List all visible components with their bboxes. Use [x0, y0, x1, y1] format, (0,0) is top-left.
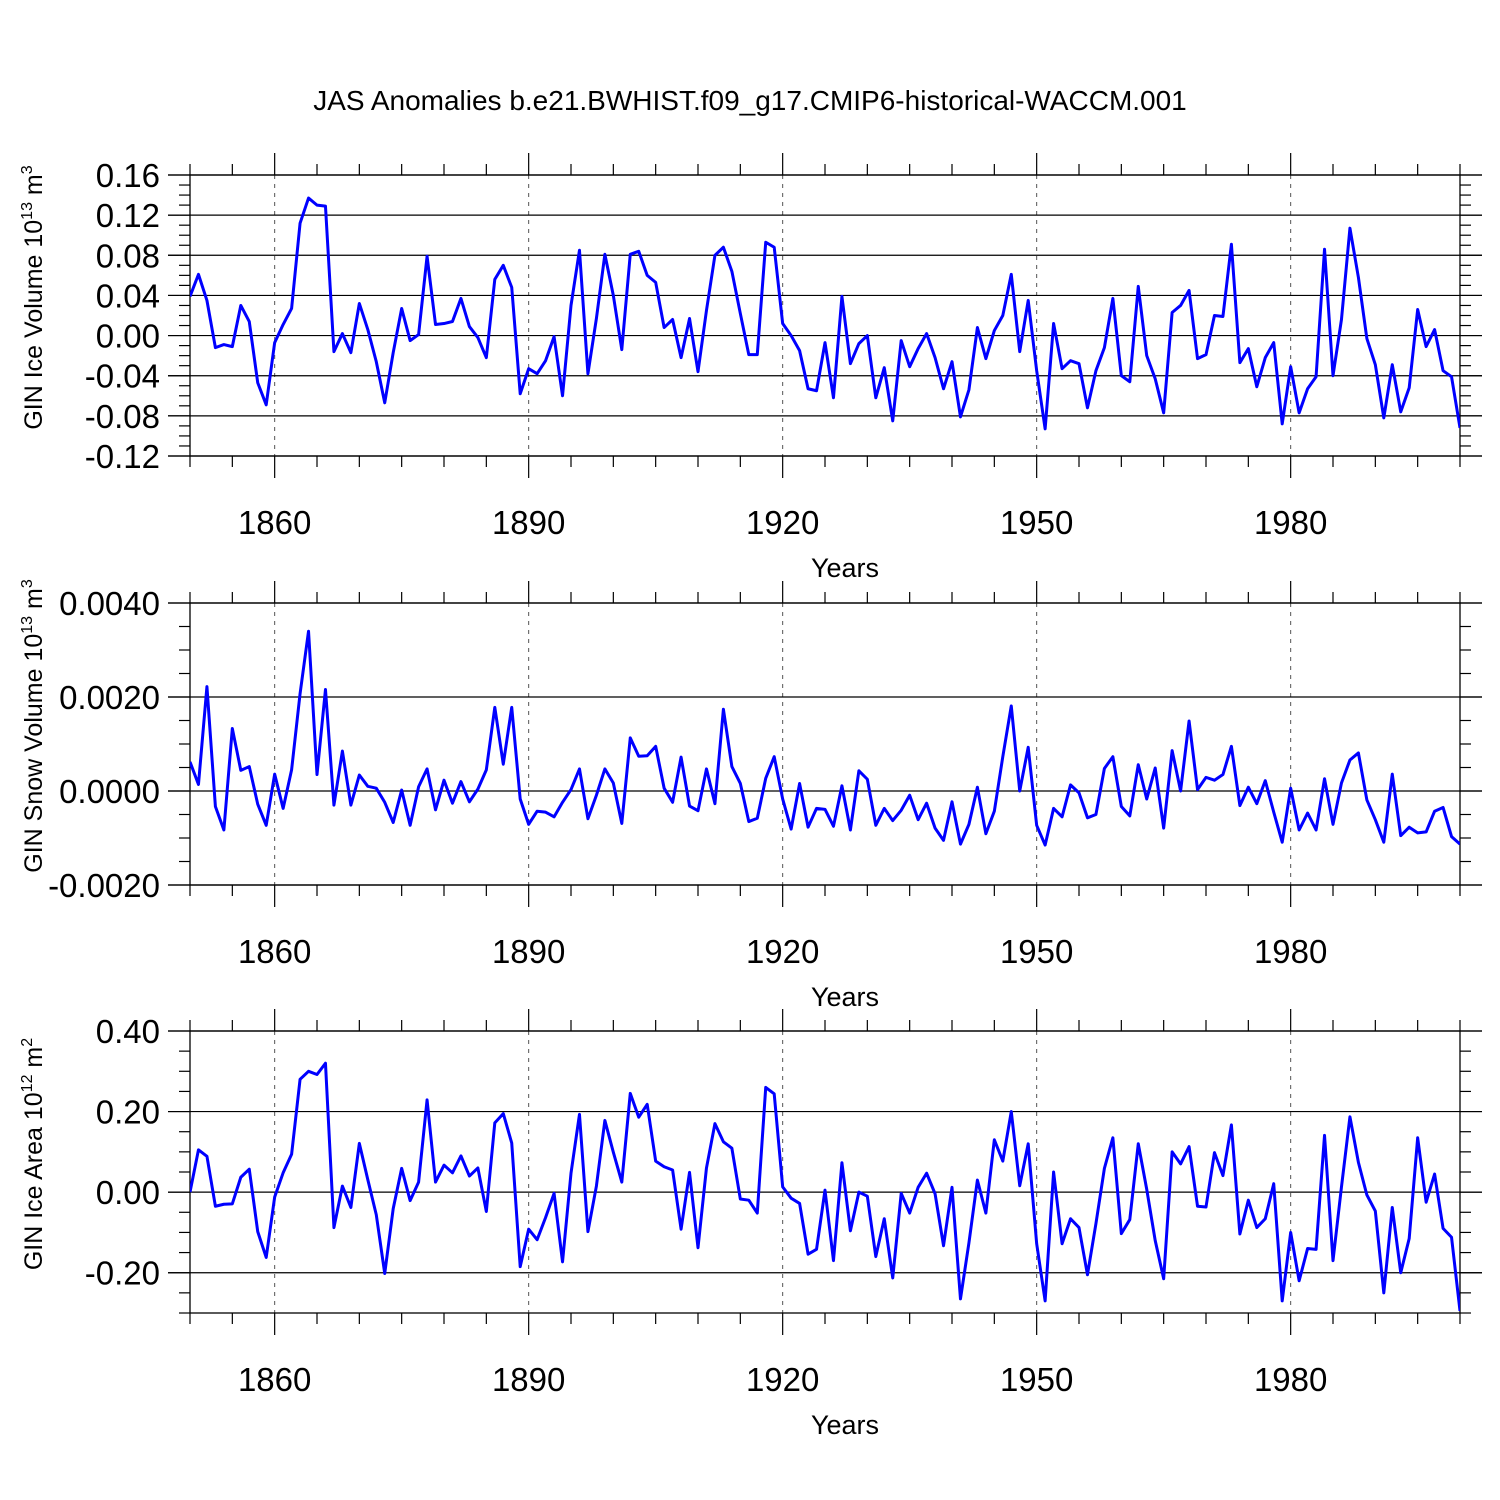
- ice-area-plot-frame: [189, 1030, 1461, 1314]
- y-tick-label: 0.12: [96, 197, 160, 234]
- y-tick-label: 0.00: [96, 1174, 160, 1211]
- x-tick-label: 1920: [746, 1361, 819, 1398]
- y-tick-label: 0.08: [96, 237, 160, 274]
- y-tick-label: 0.00: [96, 318, 160, 355]
- x-tick-label: 1950: [1000, 933, 1073, 970]
- x-tick-label: 1920: [746, 504, 819, 541]
- y-axis-label-text: GIN Snow Volume 10: [20, 634, 48, 873]
- x-tick-label: 1890: [492, 933, 565, 970]
- y-axis-label-exp: 13: [19, 202, 36, 220]
- y-axis-label-unit-exp: 3: [19, 579, 36, 588]
- y-tick-label: 0.16: [96, 157, 160, 194]
- y-tick-label: -0.04: [85, 358, 160, 395]
- y-tick-label: -0.20: [85, 1255, 160, 1292]
- ice-volume-series-line: [190, 196, 1460, 431]
- y-tick-label: 0.0040: [59, 585, 160, 622]
- panel-ice-area: -0.20 0.00 0.20 0.40 1860 1890 1920 1950 1980 Yea…: [19, 1009, 1482, 1440]
- y-axis-label-exp: 12: [19, 1074, 36, 1092]
- x-tick-label: 1980: [1254, 504, 1327, 541]
- y-tick-label: 0.20: [96, 1094, 160, 1131]
- y-axis-label-text: GIN Ice Area 10: [20, 1092, 48, 1270]
- x-tick-label: 1920: [746, 933, 819, 970]
- y-axis-label: GIN Snow Volume 1013 m3: [19, 579, 48, 873]
- x-tick-label: 1980: [1254, 933, 1327, 970]
- ice-volume-plot-frame: [189, 174, 1461, 457]
- x-tick-label: 1890: [492, 504, 565, 541]
- ice-area-series-line: [190, 1061, 1460, 1312]
- panel-snow-volume: -0.0020 0.0000 0.0020 0.0040 1860 1890 1920 195…: [19, 579, 1482, 1012]
- x-tick-label: 1860: [238, 1361, 311, 1398]
- y-tick-label: 0.40: [96, 1013, 160, 1050]
- y-tick-label: 0.04: [96, 277, 160, 314]
- panel-ice-volume: -0.12-0.08-0.040.00 0.040.080.120.16 1860 1…: [19, 153, 1482, 583]
- y-tick-label: 0.0000: [59, 773, 160, 810]
- x-axis-label: Years: [811, 982, 879, 1012]
- snow-volume-series-line: [190, 629, 1460, 847]
- y-axis-label-unit: m: [20, 174, 48, 202]
- y-axis-label-exp: 13: [19, 616, 36, 634]
- y-tick-label: 0.0020: [59, 679, 160, 716]
- chart-title: JAS Anomalies b.e21.BWHIST.f09_g17.CMIP6…: [313, 85, 1187, 116]
- y-axis-label-text: GIN Ice Volume 10: [20, 220, 48, 430]
- y-tick-label: -0.0020: [48, 867, 160, 904]
- y-tick-label: -0.12: [85, 438, 160, 475]
- y-axis-label-unit: m: [20, 588, 48, 616]
- x-axis-label: Years: [811, 1410, 879, 1440]
- y-axis-label-unit: m: [20, 1047, 48, 1075]
- y-axis-label: GIN Ice Volume 1013 m3: [19, 165, 48, 429]
- snow-volume-plot-frame: [189, 602, 1461, 886]
- y-axis-label: GIN Ice Area 1012 m2: [19, 1038, 48, 1270]
- x-tick-label: 1950: [1000, 1361, 1073, 1398]
- x-tick-label: 1950: [1000, 504, 1073, 541]
- x-axis-label: Years: [811, 553, 879, 583]
- x-tick-label: 1980: [1254, 1361, 1327, 1398]
- y-axis-label-unit-exp: 3: [19, 165, 36, 174]
- x-tick-label: 1860: [238, 933, 311, 970]
- x-tick-label: 1860: [238, 504, 311, 541]
- y-tick-label: -0.08: [85, 398, 160, 435]
- y-axis-label-unit-exp: 2: [19, 1038, 36, 1047]
- x-tick-label: 1890: [492, 1361, 565, 1398]
